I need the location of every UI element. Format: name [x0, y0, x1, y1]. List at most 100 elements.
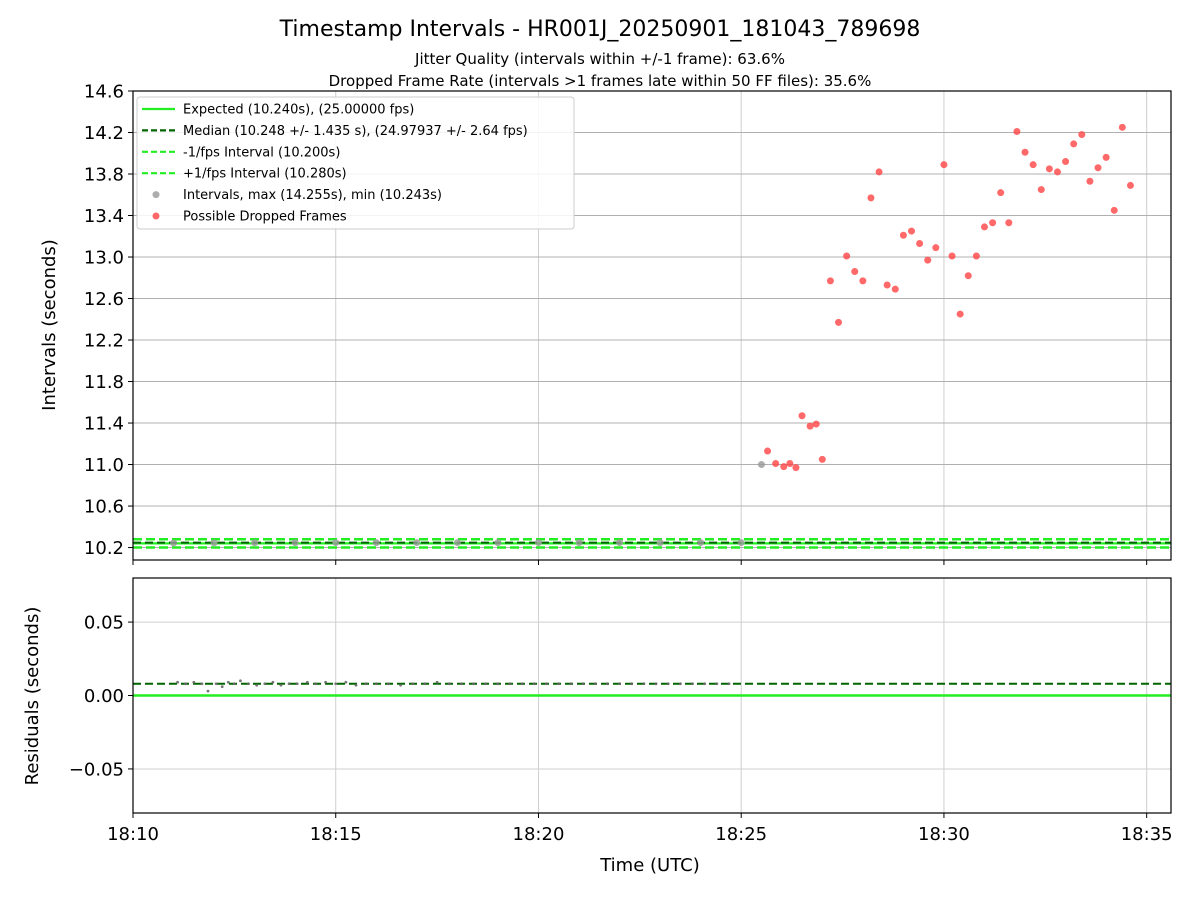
top-y-tick-label: 11.4: [84, 414, 124, 435]
jitter-quality-subtitle: Jitter Quality (intervals within +/-1 fr…: [414, 50, 785, 68]
dropped-frame-point: [908, 227, 915, 235]
residual-point: [192, 680, 196, 684]
residual-point: [232, 682, 236, 686]
residual-point: [423, 682, 427, 686]
dropped-frame-point: [772, 460, 780, 468]
residual-point: [715, 682, 719, 686]
bottom-y-tick-label: 0.00: [84, 686, 124, 707]
legend-marker: [152, 191, 160, 199]
residual-point: [654, 682, 658, 686]
legend-label: -1/fps Interval (10.200s): [183, 145, 340, 160]
dropped-frame-point: [1094, 164, 1102, 172]
dropped-frame-point: [859, 277, 867, 285]
residual-point: [703, 682, 707, 686]
residual-point: [176, 680, 180, 684]
residual-point: [287, 682, 291, 686]
dropped-frame-point: [1126, 181, 1134, 189]
residual-point: [374, 682, 378, 686]
interval-point: [534, 539, 542, 547]
dropped-frame-point: [1013, 127, 1021, 135]
residual-point: [263, 682, 267, 686]
residual-point: [206, 689, 210, 693]
interval-point: [453, 539, 461, 547]
dropped-frame-point: [843, 252, 851, 260]
legend-label: Intervals, max (14.255s), min (10.243s): [183, 188, 442, 203]
residual-point: [435, 680, 439, 684]
interval-point: [757, 461, 765, 469]
bottom-reference-lines: [133, 682, 1171, 697]
dropped-frame-point: [883, 281, 891, 289]
legend-label: Expected (10.240s), (25.00000 fps): [183, 103, 414, 118]
dropped-frame-point: [812, 420, 820, 428]
residual-point: [200, 682, 204, 686]
dropped-frame-point: [826, 277, 834, 285]
bottom-x-axis: 18:10 18:15 18:20 18:25 18:30 18:35: [107, 813, 1173, 845]
interval-point: [210, 539, 218, 547]
dropped-frame-point: [956, 310, 964, 318]
residual-point: [630, 682, 634, 686]
interval-point: [494, 539, 502, 547]
dropped-frame-point: [964, 272, 972, 280]
dropped-frame-point: [835, 318, 843, 326]
residual-point: [399, 683, 403, 687]
top-x-axis: [132, 560, 1148, 565]
legend-label: +1/fps Interval (10.280s): [183, 167, 347, 182]
residual-point: [344, 680, 348, 684]
residual-point: [484, 682, 488, 686]
dropped-frame-point: [792, 464, 800, 472]
dropped-frame-point: [891, 285, 899, 293]
legend-box: [136, 96, 575, 230]
residual-point: [220, 685, 224, 689]
dropped-frame-point: [980, 223, 988, 231]
residual-point: [605, 682, 609, 686]
dropped-frame-point: [972, 252, 980, 260]
dropped-frame-point: [764, 447, 772, 455]
legend-label: Possible Dropped Frames: [183, 210, 347, 225]
legend-items: Expected (10.240s), (25.00000 fps) Median…: [142, 103, 528, 225]
top-y-tick-label: 13.4: [84, 206, 124, 227]
residual-point: [184, 682, 188, 686]
residual-point: [447, 682, 451, 686]
top-interval-points: [170, 123, 1134, 547]
residual-point: [520, 682, 524, 686]
residual-point: [314, 682, 317, 686]
x-tick-label: 18:35: [1121, 824, 1173, 845]
dropped-frame-point: [1062, 158, 1070, 166]
residual-point: [496, 682, 500, 686]
dropped-frame-point: [1037, 186, 1045, 194]
interval-point: [697, 539, 705, 547]
x-tick-label: 18:20: [513, 824, 565, 845]
residual-point: [324, 680, 327, 684]
interval-point: [737, 539, 745, 547]
residual-point: [678, 682, 682, 686]
residual-point: [305, 680, 309, 684]
top-reference-lines: [133, 537, 1171, 549]
residual-point: [334, 682, 338, 686]
dropped-frame-point: [1102, 153, 1110, 161]
bottom-y-tick-label: −0.05: [69, 759, 124, 780]
interval-point: [413, 539, 421, 547]
legend: Expected (10.240s), (25.00000 fps) Median…: [136, 96, 575, 230]
interval-point: [656, 539, 664, 547]
chart-title: Timestamp Intervals - HR001J_20250901_18…: [279, 17, 921, 42]
top-y-tick-label: 14.6: [84, 82, 124, 103]
top-y-tick-label: 10.2: [84, 538, 124, 559]
dropped-frame-point: [875, 168, 883, 176]
top-y-tick-label: 10.6: [84, 497, 124, 518]
dropped-frame-point: [851, 268, 859, 276]
x-axis-label: Time (UTC): [599, 855, 700, 876]
bottom-y-tick-label: 0.05: [84, 613, 124, 634]
legend-label: Median (10.248 +/- 1.435 s), (24.97937 +…: [183, 124, 528, 139]
interval-point: [372, 539, 380, 547]
residual-point: [569, 682, 573, 686]
dropped-frame-point: [1021, 148, 1029, 156]
residual-point: [295, 682, 299, 686]
dropped-frame-point: [1086, 177, 1094, 185]
dropped-frame-point: [786, 460, 794, 468]
dropped-frame-point: [1053, 168, 1061, 176]
x-tick-label: 18:25: [715, 824, 767, 845]
legend-marker: [152, 212, 160, 220]
dropped-frame-point: [997, 189, 1005, 197]
dropped-frame-point: [798, 412, 806, 420]
